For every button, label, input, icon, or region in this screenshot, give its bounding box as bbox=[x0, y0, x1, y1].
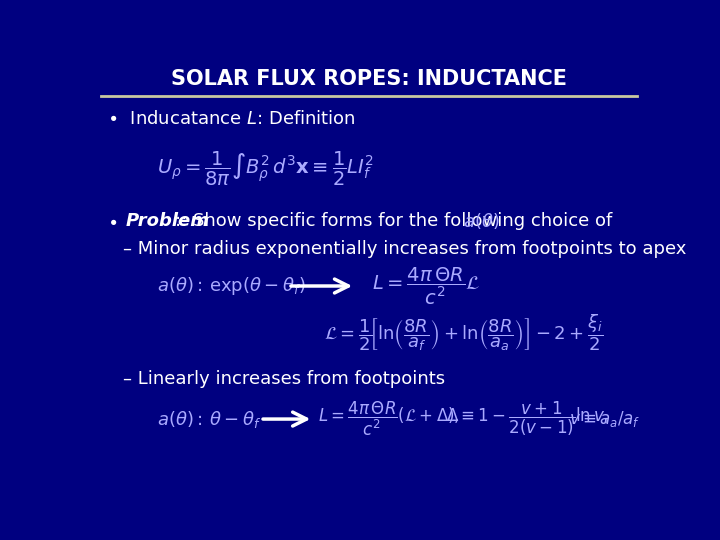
Text: $a(\theta): \, \theta - \theta_f$: $a(\theta): \, \theta - \theta_f$ bbox=[157, 409, 261, 429]
Text: – Linearly increases from footpoints: – Linearly increases from footpoints bbox=[124, 370, 446, 388]
Text: SOLAR FLUX ROPES: INDUCTANCE: SOLAR FLUX ROPES: INDUCTANCE bbox=[171, 69, 567, 89]
Text: – Minor radius exponentially increases from footpoints to apex: – Minor radius exponentially increases f… bbox=[124, 240, 687, 258]
Text: :: Show specific forms for the following choice of: :: Show specific forms for the following… bbox=[175, 212, 612, 230]
Text: $L = \dfrac{4\pi\,\Theta R}{c^2}(\mathcal{L}+\Delta),$: $L = \dfrac{4\pi\,\Theta R}{c^2}(\mathca… bbox=[318, 400, 459, 438]
Text: $\mathcal{L} = \dfrac{1}{2}\!\left[\ln\!\left(\dfrac{8R}{a_f}\right) + \ln\!\lef: $\mathcal{L} = \dfrac{1}{2}\!\left[\ln\!… bbox=[324, 313, 604, 353]
Text: $\bullet$: $\bullet$ bbox=[107, 212, 117, 230]
Text: $a(\theta)$: $a(\theta)$ bbox=[463, 211, 499, 231]
Text: $\bullet$  Inducatance $L$: Definition: $\bullet$ Inducatance $L$: Definition bbox=[107, 110, 356, 128]
Text: $a(\theta): \, \exp(\theta - \theta_f)$: $a(\theta): \, \exp(\theta - \theta_f)$ bbox=[157, 275, 306, 297]
Text: $\Delta \equiv 1 - \dfrac{v+1}{2(v-1)}\ln v,$: $\Delta \equiv 1 - \dfrac{v+1}{2(v-1)}\l… bbox=[446, 400, 608, 438]
Text: $U_\rho = \dfrac{1}{8\pi}\int B_\rho^2\, d^3\mathbf{x} \equiv \dfrac{1}{2}LI_f^2: $U_\rho = \dfrac{1}{8\pi}\int B_\rho^2\,… bbox=[157, 150, 374, 188]
Text: $v \equiv a_a / a_f$: $v \equiv a_a / a_f$ bbox=[569, 409, 640, 429]
Text: $L = \dfrac{4\pi\,\Theta R}{c^2}\mathcal{L}$: $L = \dfrac{4\pi\,\Theta R}{c^2}\mathcal… bbox=[372, 265, 480, 307]
Text: Problem: Problem bbox=[125, 212, 209, 230]
